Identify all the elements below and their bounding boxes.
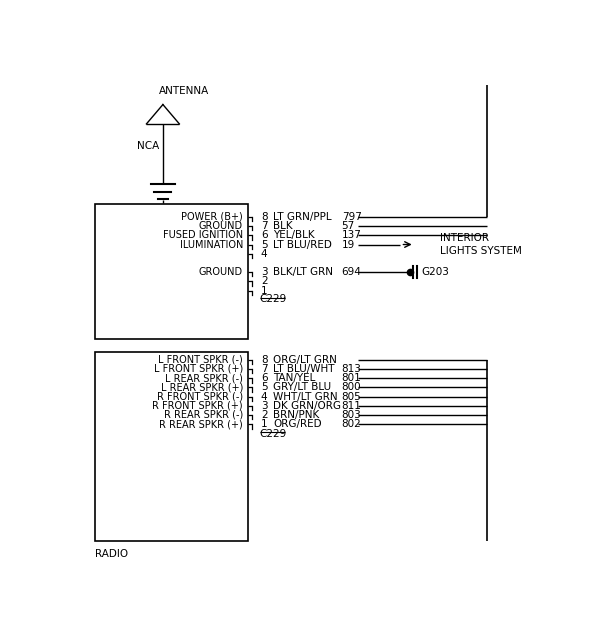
Text: ANTENNA: ANTENNA [159, 86, 209, 96]
Text: 19: 19 [342, 240, 355, 250]
Text: BRN/PNK: BRN/PNK [273, 410, 320, 420]
Text: RADIO: RADIO [95, 548, 128, 559]
Text: 1: 1 [261, 286, 267, 296]
Text: LT BLU/WHT: LT BLU/WHT [273, 364, 335, 374]
Text: C229: C229 [260, 429, 287, 439]
Text: ILUMINATION: ILUMINATION [180, 240, 243, 250]
Text: L FRONT SPKR (+): L FRONT SPKR (+) [154, 364, 243, 374]
Text: 7: 7 [261, 221, 267, 231]
Bar [95, 204, 248, 340]
Text: FUSED IGNITION: FUSED IGNITION [163, 230, 243, 240]
Text: R REAR SPKR (-): R REAR SPKR (-) [164, 410, 243, 420]
Text: YEL/BLK: YEL/BLK [273, 230, 315, 240]
Text: GRY/LT BLU: GRY/LT BLU [273, 382, 331, 392]
Text: TAN/YEL: TAN/YEL [273, 373, 316, 383]
Text: 4: 4 [261, 392, 267, 401]
Text: 137: 137 [342, 230, 362, 240]
Text: DK GRN/ORG: DK GRN/ORG [273, 401, 342, 411]
Text: NCA: NCA [137, 141, 159, 151]
Text: G203: G203 [422, 267, 450, 277]
Text: 3: 3 [261, 267, 267, 277]
Text: LT GRN/PPL: LT GRN/PPL [273, 212, 332, 222]
Text: 813: 813 [342, 364, 362, 374]
Text: 694: 694 [342, 267, 362, 277]
Text: L REAR SPKR (+): L REAR SPKR (+) [160, 382, 243, 392]
Text: BLK/LT GRN: BLK/LT GRN [273, 267, 333, 277]
Text: BLK: BLK [273, 221, 293, 231]
Text: 4: 4 [261, 248, 267, 259]
Text: C229: C229 [260, 294, 287, 304]
Bar [95, 352, 248, 542]
Text: WHT/LT GRN: WHT/LT GRN [273, 392, 338, 401]
Text: 6: 6 [261, 373, 267, 383]
Text: 801: 801 [342, 373, 361, 383]
Text: 7: 7 [261, 364, 267, 374]
Text: 811: 811 [342, 401, 362, 411]
Text: 5: 5 [261, 382, 267, 392]
Text: 2: 2 [261, 410, 267, 420]
Text: L REAR SPKR (-): L REAR SPKR (-) [165, 373, 243, 383]
Text: R FRONT SPKR (+): R FRONT SPKR (+) [152, 401, 243, 411]
Text: 57: 57 [342, 221, 355, 231]
Text: 2: 2 [261, 276, 267, 286]
Text: 5: 5 [261, 240, 267, 250]
Text: L FRONT SPKR (-): L FRONT SPKR (-) [158, 355, 243, 365]
Text: 3: 3 [261, 401, 267, 411]
Text: POWER (B+): POWER (B+) [181, 212, 243, 222]
Text: 800: 800 [342, 382, 361, 392]
Text: 802: 802 [342, 419, 361, 429]
Text: INTERIOR
LIGHTS SYSTEM: INTERIOR LIGHTS SYSTEM [441, 233, 523, 256]
Text: 8: 8 [261, 355, 267, 365]
Text: GROUND: GROUND [198, 267, 243, 277]
Text: ORG/RED: ORG/RED [273, 419, 322, 429]
Text: 1: 1 [261, 419, 267, 429]
Text: LT BLU/RED: LT BLU/RED [273, 240, 332, 250]
Text: R REAR SPKR (+): R REAR SPKR (+) [159, 419, 243, 429]
Text: R FRONT SPKR (-): R FRONT SPKR (-) [157, 392, 243, 401]
Text: 8: 8 [261, 212, 267, 222]
Text: GROUND: GROUND [198, 221, 243, 231]
Text: 6: 6 [261, 230, 267, 240]
Text: ORG/LT GRN: ORG/LT GRN [273, 355, 337, 365]
Text: 797: 797 [342, 212, 362, 222]
Text: 805: 805 [342, 392, 361, 401]
Text: 803: 803 [342, 410, 361, 420]
